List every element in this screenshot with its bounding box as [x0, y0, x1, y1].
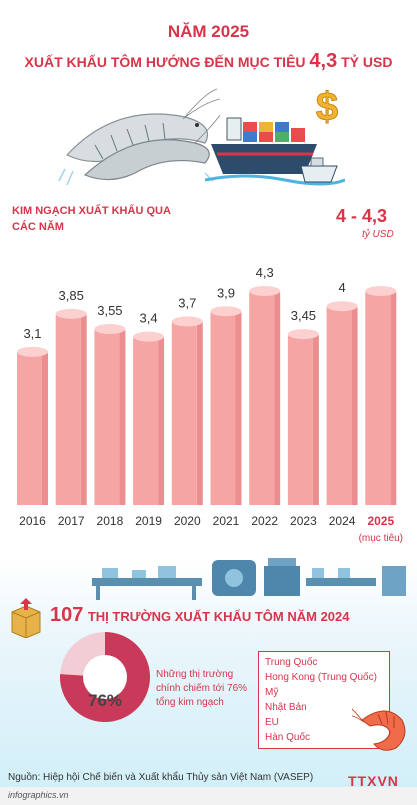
bar-2020: [171, 316, 203, 505]
bar-body: [326, 307, 352, 505]
x-tick-note: (mục tiêu): [359, 533, 403, 544]
bar-top: [94, 324, 126, 335]
bar-side: [235, 309, 242, 505]
share-pie-chart: [60, 632, 151, 722]
bar-side: [42, 349, 48, 505]
x-tick-label: 2023: [290, 514, 317, 528]
bar-value-label: 4,3: [256, 265, 274, 280]
header-year: NĂM 2025: [167, 22, 250, 41]
bar-side: [158, 334, 165, 505]
shrimp-illustration: [58, 88, 220, 186]
bar-top: [55, 308, 87, 319]
bar-side: [274, 289, 281, 505]
bar-2018: [94, 324, 126, 505]
site-link[interactable]: infographics.vn: [8, 790, 69, 800]
x-tick-label: 2017: [58, 514, 85, 528]
box-icon: [11, 598, 41, 638]
bar-top: [249, 286, 281, 296]
bar-top: [133, 331, 165, 342]
bar-2016: [17, 346, 48, 505]
header-title-value: 4,3: [309, 50, 338, 72]
bar-top: [210, 306, 242, 317]
bar-2025: [365, 286, 397, 505]
market-item: Trung Quốc: [265, 657, 318, 668]
bar-value-label: 4: [338, 280, 345, 295]
market-item: Hong Kong (Trung Quốc): [265, 672, 377, 683]
bar-body: [171, 322, 197, 505]
market-item: EU: [265, 717, 279, 728]
x-tick-label: 2018: [97, 514, 124, 528]
bar-2024: [326, 301, 358, 505]
bar-top: [287, 329, 319, 340]
bar-value-label: 3,1: [23, 326, 41, 341]
svg-text:$: $: [316, 85, 338, 128]
header-title-unit: TỶ USD: [341, 54, 393, 70]
ttxvn-logo: TTXVN: [348, 773, 399, 789]
x-tick-label: 2016: [19, 514, 46, 528]
x-tick-label: 2024: [329, 514, 356, 528]
bar-value-label: 3,4: [140, 311, 158, 326]
bar-value-label: 3,9: [217, 285, 235, 300]
dollar-icon: $: [315, 85, 338, 129]
share-note: Những thị trường chính chiếm tới 76% tổn…: [156, 669, 248, 708]
bar-body: [55, 314, 81, 505]
factory-conveyor-illustration: [92, 558, 406, 600]
market-item: Mỹ: [265, 687, 279, 698]
bar-top: [17, 346, 48, 357]
x-tick-label: 2025: [367, 514, 394, 528]
share-percent: 76%: [88, 691, 123, 710]
bar-2021: [210, 306, 242, 505]
bar-side: [196, 319, 203, 505]
footer-bar: [0, 787, 417, 805]
market-list: Trung Quốc Hong Kong (Trung Quốc) Mỹ Nhậ…: [258, 651, 390, 749]
header-title: XUẤT KHẨU TÔM HƯỚNG ĐẾN MỤC TIÊU 4,3 TỶ …: [0, 50, 417, 73]
bar-side: [351, 304, 358, 505]
header-title-text: XUẤT KHẨU TÔM HƯỚNG ĐẾN MỤC TIÊU: [24, 54, 306, 70]
cargo-ship-illustration: [205, 117, 345, 186]
bar-body: [210, 312, 236, 505]
x-tick-label: 2021: [213, 514, 240, 528]
chart-title: KIM NGẠCH XUẤT KHẨU QUA CÁC NĂM: [12, 205, 171, 233]
bar-value-label: 3,55: [97, 303, 122, 318]
bar-2022: [249, 286, 281, 505]
bar-top: [326, 301, 358, 312]
bar-side: [312, 332, 319, 505]
x-tick-label: 2019: [135, 514, 162, 528]
bar-body: [94, 330, 120, 505]
bar-value-label: 3,45: [291, 308, 316, 323]
export-bar-chart: 3,1 2016 3,85 2017 3,55 2018 3,4 2019 3,7 2020 3,9…: [17, 265, 403, 544]
target-unit: tỷ USD: [362, 229, 394, 240]
bar-value-label: 3,85: [59, 288, 84, 303]
bar-body: [365, 292, 391, 505]
target-value: 4 - 4,3: [336, 206, 388, 226]
x-tick-label: 2020: [174, 514, 201, 528]
markets-count: 107: [50, 604, 84, 626]
bar-body: [287, 335, 313, 505]
market-item: Nhật Bản: [265, 702, 307, 713]
bar-2023: [287, 329, 319, 505]
bar-top: [365, 286, 397, 296]
bar-side: [80, 311, 87, 505]
shrimp-icon: [352, 708, 406, 751]
bar-2019: [133, 331, 165, 505]
bar-top: [171, 316, 203, 327]
bar-body: [17, 352, 42, 505]
bar-body: [249, 292, 275, 505]
bar-body: [133, 337, 159, 505]
bar-value-label: 3,7: [178, 295, 196, 310]
bar-2017: [55, 308, 87, 505]
pie-center: [83, 655, 127, 699]
market-item: Hàn Quốc: [265, 732, 311, 743]
source-note: Nguồn: Hiệp hội Chế biến và Xuất khẩu Th…: [8, 772, 314, 783]
x-tick-label: 2022: [251, 514, 278, 528]
markets-heading: 107 THỊ TRƯỜNG XUẤT KHẨU TÔM NĂM 2024: [50, 604, 410, 627]
bar-side: [390, 289, 397, 505]
bar-side: [119, 327, 126, 505]
markets-heading-text: THỊ TRƯỜNG XUẤT KHẨU TÔM NĂM 2024: [87, 609, 350, 624]
